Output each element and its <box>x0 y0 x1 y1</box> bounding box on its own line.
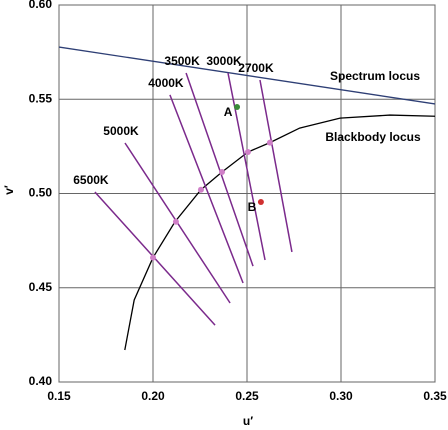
isotherm-label: 6500K <box>73 173 109 187</box>
series-line <box>185 72 254 267</box>
isotherm-label: 3000K <box>206 54 242 68</box>
series-line <box>259 79 293 253</box>
point <box>234 103 241 110</box>
point-label: A <box>224 105 233 119</box>
locus-point <box>197 186 204 193</box>
locus-point <box>172 218 179 225</box>
isotherm-label: 4000K <box>148 76 184 90</box>
series-line <box>227 72 266 261</box>
locus-point <box>218 169 225 176</box>
y-axis-label: v′ <box>2 185 16 195</box>
series-line <box>59 46 435 105</box>
series-label: Spectrum locus <box>330 69 420 83</box>
y-tick-label: 0.55 <box>29 91 53 105</box>
y-tick-label: 0.50 <box>29 186 53 200</box>
y-tick-label: 0.40 <box>29 374 53 388</box>
x-tick-label: 0.25 <box>235 389 259 403</box>
locus-point <box>266 139 273 146</box>
x-tick-label: 0.20 <box>141 389 165 403</box>
x-tick-label: 0.35 <box>423 389 447 403</box>
series-label: Blackbody locus <box>325 130 421 144</box>
isotherm-label: 3500K <box>164 54 200 68</box>
isotherm-label: 5000K <box>103 124 139 138</box>
locus-point <box>244 149 251 156</box>
series-line <box>124 114 435 351</box>
isotherm-label: 2700K <box>238 61 274 75</box>
series-line <box>169 94 244 284</box>
plot-layer <box>59 46 435 351</box>
locus-point <box>150 254 156 261</box>
point <box>257 198 264 205</box>
y-tick-label: 0.60 <box>29 0 53 11</box>
y-tick-label: 0.45 <box>29 280 53 294</box>
x-tick-label: 0.30 <box>329 389 353 403</box>
point-label: B <box>248 200 257 214</box>
x-tick-label: 0.15 <box>47 389 71 403</box>
x-axis-label: u′ <box>243 414 253 428</box>
